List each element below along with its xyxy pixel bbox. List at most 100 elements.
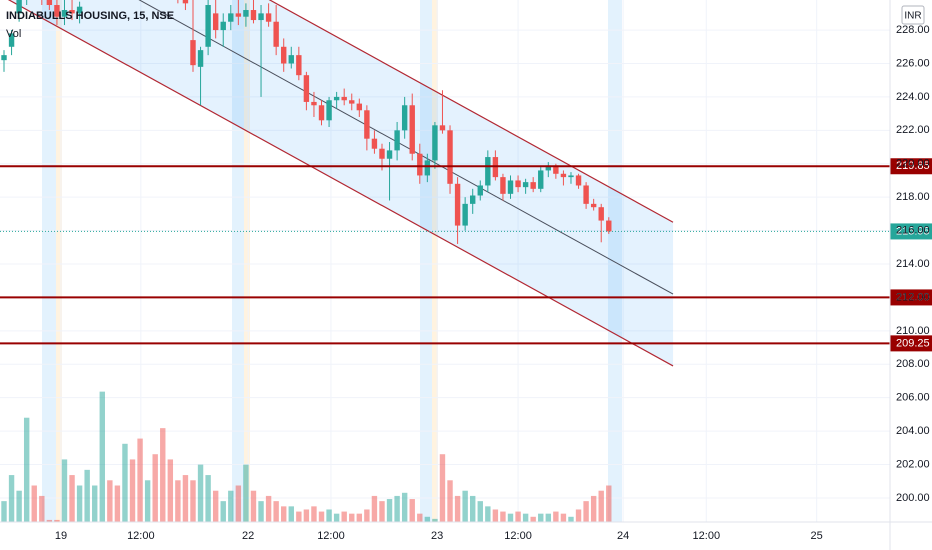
x-tick-label: 12:00 [317, 530, 345, 542]
levels: 219.85 212.00 209.25 215.95 [0, 158, 932, 352]
y-tick-label: 208.00 [896, 358, 930, 370]
level-label: 209.25 [896, 337, 930, 349]
volume-bar [447, 480, 453, 522]
volume-bar [61, 459, 68, 522]
volume-bar [23, 417, 30, 522]
volume-bar [243, 464, 249, 522]
chart-title: INDIABULLS HOUSING, 15, NSE [6, 10, 174, 22]
x-tick-label: 12:00 [504, 530, 532, 542]
candle-body [590, 203, 597, 208]
candle-body [394, 130, 400, 151]
volume-bar [356, 513, 363, 522]
grid [0, 0, 890, 522]
x-tick-label: 19 [55, 530, 67, 542]
volume-bar [205, 475, 211, 522]
axes: 200.00 202.00 204.00 206.00 208.00 210.00 212.… [55, 24, 930, 542]
volume-bar [379, 501, 385, 522]
volume-bar [288, 506, 294, 522]
candle-body [190, 40, 196, 66]
candle-body [447, 130, 453, 184]
volume-bar [190, 480, 196, 522]
volume-bar [99, 391, 105, 522]
volume-bar [364, 509, 370, 522]
volume-bar [175, 480, 181, 522]
y-tick-label: 204.00 [896, 425, 930, 437]
volume-bar [333, 513, 340, 522]
candle-body [454, 183, 461, 226]
last-price-label: 215.95 [896, 225, 930, 237]
volume-bar [137, 438, 143, 522]
candle-body [575, 175, 582, 186]
volume-bar [8, 475, 15, 522]
channel [7, 0, 674, 367]
candle-body [545, 165, 552, 171]
volume-bar [462, 490, 468, 522]
volume-bar [485, 506, 491, 522]
volume-bar [424, 516, 431, 522]
candle-body [432, 125, 438, 161]
candle-body [235, 13, 242, 17]
volume-bar [220, 501, 226, 522]
level-tag [890, 289, 932, 306]
candle-body [538, 170, 544, 189]
candle-body [477, 185, 483, 196]
candle-body [296, 55, 302, 76]
volume-bar [250, 490, 257, 522]
volume-bar [409, 499, 415, 522]
volume-bar [114, 485, 121, 522]
candle-body [258, 13, 264, 21]
candle-body [515, 180, 521, 188]
volume-bar [31, 485, 37, 522]
volume-bar [394, 495, 400, 522]
volume-bar [530, 516, 536, 522]
session-band [244, 0, 250, 522]
volume-bar [46, 519, 53, 522]
candle-body [333, 96, 340, 101]
candle-body [598, 207, 604, 221]
candle-body [243, 10, 249, 17]
level-tag [890, 158, 932, 175]
x-tick-label: 24 [617, 530, 629, 542]
candle-body [401, 105, 408, 131]
volume-bar [54, 519, 60, 522]
volume-label: Vol [6, 28, 21, 40]
volume-bar [296, 511, 302, 522]
candle-body [560, 173, 567, 178]
volume-bar [273, 501, 279, 522]
volume-bar [500, 511, 506, 522]
candle-body [8, 33, 15, 47]
session-band [42, 0, 56, 522]
session-band [432, 0, 438, 522]
volume-bar [182, 475, 189, 522]
candle-body [409, 105, 415, 154]
volume-bar [454, 495, 461, 522]
volume-bar [507, 513, 514, 522]
candle-body [341, 96, 347, 101]
candle-body [462, 203, 468, 226]
volume-bar [107, 480, 113, 522]
candle-body [228, 13, 234, 22]
volume-bar [265, 495, 272, 522]
level-label: 212.00 [896, 291, 930, 303]
volume-bar [432, 518, 438, 522]
candle-body [311, 101, 317, 106]
candle-body [303, 75, 310, 102]
candle-body [349, 100, 355, 104]
volume-bar [39, 495, 45, 522]
currency: INR [904, 11, 921, 22]
candle-body [1, 55, 7, 61]
volume-bar [477, 501, 483, 522]
candle-body [553, 165, 559, 174]
candle-body [205, 5, 211, 47]
volume-bar [144, 480, 151, 522]
candle-body [318, 105, 325, 121]
volume-bar [515, 511, 521, 522]
volume-bar [76, 485, 83, 522]
volume-bar [470, 495, 476, 522]
candle-body [606, 220, 612, 232]
candle-body [197, 50, 204, 67]
candle-body [364, 110, 370, 139]
volume-bar [235, 485, 242, 522]
volume-bar [167, 459, 174, 522]
candle-body [417, 153, 423, 176]
